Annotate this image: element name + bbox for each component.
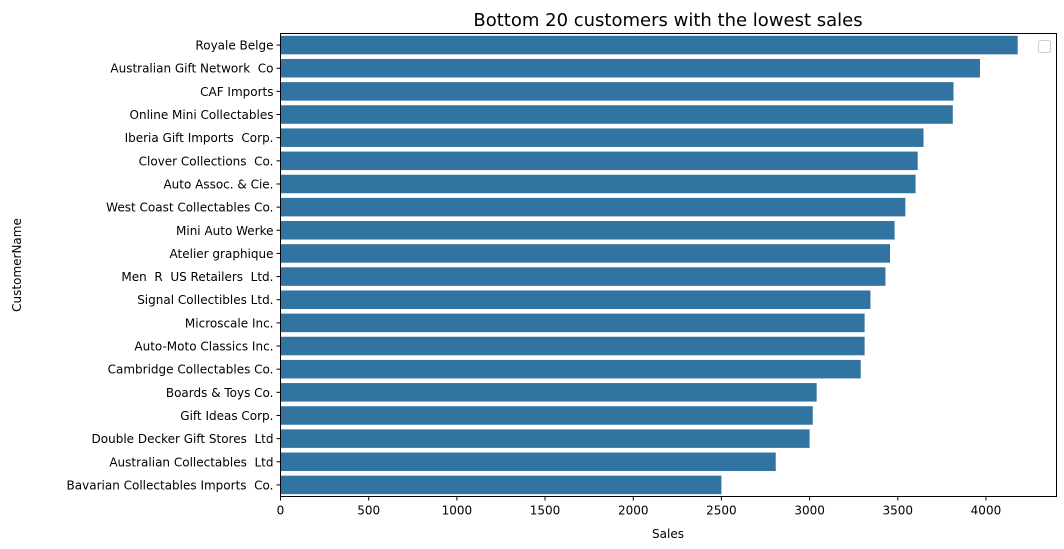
bar [280, 336, 865, 356]
y-tick-label: Boards & Toys Co. [166, 386, 274, 400]
x-tick-label: 0 [277, 504, 285, 518]
x-tick-label: 2500 [706, 504, 737, 518]
bar [280, 406, 813, 425]
bar [280, 290, 871, 309]
x-axis-ticks: 0 500 1000 1500 2000 2500 3000 3500 4000 [277, 496, 1002, 518]
y-tick-labels: Royale Belge Australian Gift Network Co CA… [67, 39, 281, 492]
y-tick-label: Iberia Gift Imports Corp. [125, 131, 274, 145]
y-tick-label: Online Mini Collectables [130, 108, 274, 122]
y-tick-label: Australian Gift Network Co [110, 62, 273, 76]
y-tick-label: Mini Auto Werke [176, 224, 274, 238]
bar [280, 383, 817, 402]
y-tick-label: Microscale Inc. [185, 316, 274, 330]
bar [280, 58, 980, 78]
bar [280, 151, 918, 171]
y-axis-label: CustomerName [10, 218, 24, 312]
bar [280, 267, 886, 286]
bar [280, 174, 916, 194]
bar [280, 475, 722, 495]
bar [280, 359, 861, 379]
bar [280, 221, 895, 240]
legend-box [1038, 40, 1051, 53]
y-tick-label: Men R US Retailers Ltd. [121, 270, 273, 284]
bars [280, 35, 1018, 495]
x-tick-label: 500 [357, 504, 380, 518]
bar [280, 313, 865, 333]
y-tick-label: Bavarian Collectables Imports Co. [67, 478, 274, 492]
y-tick-label: West Coast Collectables Co. [106, 201, 273, 215]
y-tick-label: CAF Imports [200, 85, 273, 99]
x-tick-label: 1000 [442, 504, 473, 518]
y-tick-label: Clover Collections Co. [139, 154, 274, 168]
x-tick-label: 2000 [618, 504, 649, 518]
bar [280, 244, 891, 263]
bar [280, 105, 953, 124]
y-tick-label: Double Decker Gift Stores Ltd [92, 432, 274, 446]
bar [280, 429, 810, 448]
x-tick-label: 3000 [794, 504, 825, 518]
x-tick-label: 4000 [971, 504, 1002, 518]
bar [280, 82, 954, 101]
x-tick-label: 3500 [882, 504, 913, 518]
bar [280, 35, 1018, 55]
y-tick-label: Auto-Moto Classics Inc. [134, 340, 273, 354]
bar [280, 197, 906, 217]
y-tick-label: Auto Assoc. & Cie. [163, 177, 273, 191]
y-tick-label: Royale Belge [195, 39, 273, 53]
y-tick-label: Cambridge Collectables Co. [108, 363, 274, 377]
chart-title: Bottom 20 customers with the lowest sale… [473, 10, 862, 31]
bar [280, 128, 924, 147]
y-tick-label: Atelier graphique [170, 247, 274, 261]
x-axis-label: Sales [652, 527, 684, 541]
plot-frame [280, 33, 1057, 497]
bar [280, 452, 776, 472]
y-tick-label: Signal Collectibles Ltd. [137, 293, 273, 307]
x-tick-label: 1500 [530, 504, 561, 518]
y-tick-label: Gift Ideas Corp. [180, 409, 273, 423]
y-tick-label: Australian Collectables Ltd [109, 455, 273, 469]
